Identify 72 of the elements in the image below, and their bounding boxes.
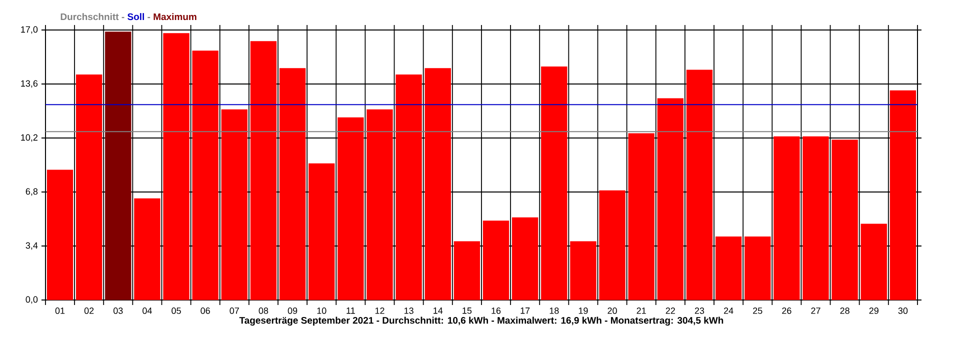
x-tick-label: 09 xyxy=(288,308,298,314)
x-tick-label: 15 xyxy=(462,308,472,314)
x-axis-title: Tageserträge September 2021 - Durchschnitt: 10,6 kWh - Maximalwert: 16,9 kWh - Monatsertrag: 304,5 kWh xyxy=(239,316,724,326)
y-tick-label: 10,2 xyxy=(21,134,38,142)
bar xyxy=(46,170,74,300)
x-tick-label: 18 xyxy=(550,308,559,314)
x-tick-label: 08 xyxy=(258,308,268,314)
x-tick-label: 25 xyxy=(753,308,762,314)
bar xyxy=(163,33,190,300)
x-tick-label: 10 xyxy=(317,308,326,314)
bar xyxy=(192,50,218,300)
bar xyxy=(774,136,800,300)
text: - xyxy=(148,16,150,18)
x-tick-label: 24 xyxy=(724,308,734,314)
bar xyxy=(308,163,335,300)
bar xyxy=(221,109,248,300)
bar xyxy=(250,41,277,300)
x-tick-label: 23 xyxy=(694,308,704,314)
x-tick-label: 03 xyxy=(113,308,123,314)
bar xyxy=(338,117,364,300)
x-tick-label: 17 xyxy=(520,308,530,314)
x-tick-label: 22 xyxy=(666,308,675,314)
bar xyxy=(366,109,393,300)
bar xyxy=(76,74,102,300)
y-tick-label: 17,0 xyxy=(21,26,38,34)
x-tick-label: 29 xyxy=(869,308,878,314)
bar xyxy=(134,198,160,300)
bar xyxy=(744,236,771,300)
bar xyxy=(890,90,916,300)
bar xyxy=(396,74,422,300)
bar xyxy=(686,70,713,300)
x-tick-label: 13 xyxy=(404,308,414,314)
x-tick-label: 05 xyxy=(172,308,181,314)
x-tick-label: 27 xyxy=(811,308,820,314)
x-tick-label: 07 xyxy=(230,308,239,314)
bar xyxy=(279,68,306,300)
x-tick-label: 30 xyxy=(898,308,908,314)
x-tick-label: 28 xyxy=(840,308,850,314)
ref-line-label: Soll xyxy=(128,13,144,20)
y-tick-label: 6,8 xyxy=(26,188,38,196)
bar xyxy=(512,217,538,300)
bar xyxy=(424,68,451,300)
x-tick-label: 19 xyxy=(578,308,588,314)
x-tick-label: 21 xyxy=(636,308,646,314)
x-tick-label: 06 xyxy=(200,308,210,314)
x-tick-label: 11 xyxy=(346,308,355,314)
x-tick-label: 20 xyxy=(608,308,617,314)
bar xyxy=(482,220,510,300)
bar xyxy=(715,236,742,300)
text: - xyxy=(122,16,124,18)
bar xyxy=(454,241,480,300)
bar xyxy=(657,98,684,300)
bar xyxy=(628,133,654,300)
y-tick-label: 3,4 xyxy=(26,242,38,250)
bar xyxy=(570,241,596,300)
x-tick-label: 16 xyxy=(492,308,501,314)
x-tick-label: 26 xyxy=(782,308,792,314)
bar xyxy=(832,140,858,300)
ref-line-label: Durchschnitt xyxy=(60,13,119,20)
y-tick-label: 13,6 xyxy=(21,80,38,88)
x-tick-label: 01 xyxy=(55,308,65,314)
x-tick-label: 04 xyxy=(142,308,152,314)
bar xyxy=(541,66,568,300)
y-tick-label: 0,0 xyxy=(26,296,38,304)
bar xyxy=(105,32,132,300)
x-tick-label: 12 xyxy=(375,308,384,314)
bar xyxy=(860,224,887,300)
x-tick-label: 14 xyxy=(434,308,443,314)
text: Maximum xyxy=(154,13,196,20)
bar xyxy=(599,190,626,300)
x-tick-label: 02 xyxy=(84,308,94,314)
bar xyxy=(802,136,829,300)
